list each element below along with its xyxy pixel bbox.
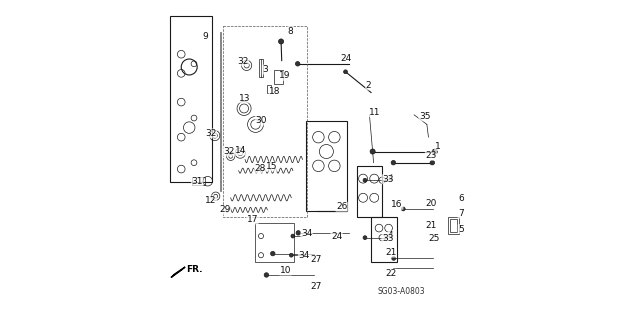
Text: 13: 13 bbox=[239, 94, 251, 103]
Circle shape bbox=[363, 236, 367, 240]
Circle shape bbox=[289, 253, 293, 257]
Text: 10: 10 bbox=[280, 266, 291, 275]
Bar bbox=[192, 177, 205, 185]
Text: 12: 12 bbox=[205, 196, 216, 205]
Text: 5: 5 bbox=[458, 225, 464, 234]
Text: 8: 8 bbox=[288, 27, 294, 36]
Circle shape bbox=[432, 149, 437, 154]
Bar bbox=[356, 166, 382, 217]
Bar bbox=[255, 223, 294, 262]
Bar bbox=[449, 219, 456, 232]
Text: 21: 21 bbox=[426, 221, 436, 230]
Text: 27: 27 bbox=[310, 282, 322, 291]
Text: 4: 4 bbox=[388, 231, 394, 240]
Circle shape bbox=[430, 160, 435, 165]
Text: 33: 33 bbox=[382, 234, 394, 243]
Text: 7: 7 bbox=[458, 209, 464, 218]
Text: 32: 32 bbox=[223, 147, 235, 156]
Text: 35: 35 bbox=[419, 112, 430, 121]
Bar bbox=[371, 217, 397, 262]
Bar bbox=[268, 85, 271, 93]
Text: 9: 9 bbox=[202, 32, 208, 41]
Circle shape bbox=[363, 178, 367, 182]
Text: 4: 4 bbox=[388, 174, 394, 182]
Bar bbox=[274, 70, 283, 84]
Text: 22: 22 bbox=[385, 269, 396, 278]
Text: FR.: FR. bbox=[186, 265, 202, 274]
Text: 34: 34 bbox=[298, 251, 310, 260]
Text: 19: 19 bbox=[278, 71, 290, 80]
Text: 15: 15 bbox=[266, 162, 277, 171]
Text: 24: 24 bbox=[331, 232, 342, 241]
Text: 29: 29 bbox=[220, 205, 230, 214]
Text: 33: 33 bbox=[382, 175, 394, 184]
Polygon shape bbox=[171, 267, 185, 278]
Bar bbox=[306, 121, 347, 211]
Text: 17: 17 bbox=[246, 215, 258, 224]
Text: 32: 32 bbox=[237, 57, 248, 66]
Text: 34: 34 bbox=[301, 229, 312, 238]
Circle shape bbox=[370, 149, 375, 154]
Text: 16: 16 bbox=[392, 200, 403, 209]
Text: 25: 25 bbox=[429, 234, 440, 243]
Bar bbox=[447, 217, 459, 234]
Text: SG03-A0803: SG03-A0803 bbox=[378, 287, 425, 296]
Text: 31: 31 bbox=[191, 177, 203, 186]
Text: 23: 23 bbox=[426, 151, 436, 160]
Text: 1: 1 bbox=[435, 142, 440, 151]
Circle shape bbox=[296, 62, 300, 66]
Bar bbox=[259, 59, 262, 77]
Circle shape bbox=[391, 160, 396, 165]
Text: 20: 20 bbox=[426, 199, 436, 208]
Circle shape bbox=[264, 273, 269, 277]
Bar bbox=[223, 26, 307, 217]
Bar bbox=[220, 32, 221, 191]
Text: 6: 6 bbox=[458, 194, 464, 203]
Circle shape bbox=[296, 231, 301, 235]
Text: 32: 32 bbox=[205, 129, 216, 138]
Text: 30: 30 bbox=[255, 116, 267, 125]
Circle shape bbox=[291, 234, 295, 238]
Text: 28: 28 bbox=[254, 164, 266, 173]
Text: 24: 24 bbox=[340, 54, 352, 63]
Text: 11: 11 bbox=[369, 108, 381, 117]
Text: 26: 26 bbox=[336, 202, 348, 211]
Circle shape bbox=[271, 251, 275, 256]
Circle shape bbox=[392, 256, 396, 260]
Circle shape bbox=[344, 70, 348, 74]
Text: 21: 21 bbox=[385, 248, 397, 257]
Text: 2: 2 bbox=[365, 81, 371, 90]
Text: 18: 18 bbox=[269, 87, 280, 96]
Bar bbox=[170, 16, 212, 182]
Circle shape bbox=[278, 39, 284, 44]
Circle shape bbox=[401, 207, 405, 211]
Text: 3: 3 bbox=[262, 65, 268, 74]
Text: 27: 27 bbox=[310, 255, 322, 263]
Text: 14: 14 bbox=[236, 146, 246, 155]
